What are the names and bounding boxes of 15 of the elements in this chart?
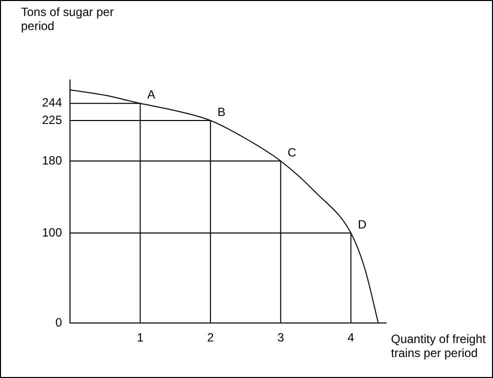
x-tick-label: 1 [136,330,144,345]
annotation: B [217,104,226,119]
y-tick-label: 0 [55,315,62,330]
y-tick-label: 244 [42,96,62,110]
annotation: C [288,145,297,160]
annotation: A [147,88,156,102]
x-tick-label: 4 [348,330,355,345]
x-tick-label: 3 [277,330,284,345]
x-axis-title: Quantity of freight trains per period [391,332,487,360]
y-tick-label: 225 [42,112,62,127]
y-axis-title: Tons of sugar per period [21,5,115,33]
y-tick-label: 100 [42,225,62,240]
annotation: D [358,217,367,232]
x-tick-label: 2 [207,330,214,345]
y-tick-label: 180 [42,153,62,168]
